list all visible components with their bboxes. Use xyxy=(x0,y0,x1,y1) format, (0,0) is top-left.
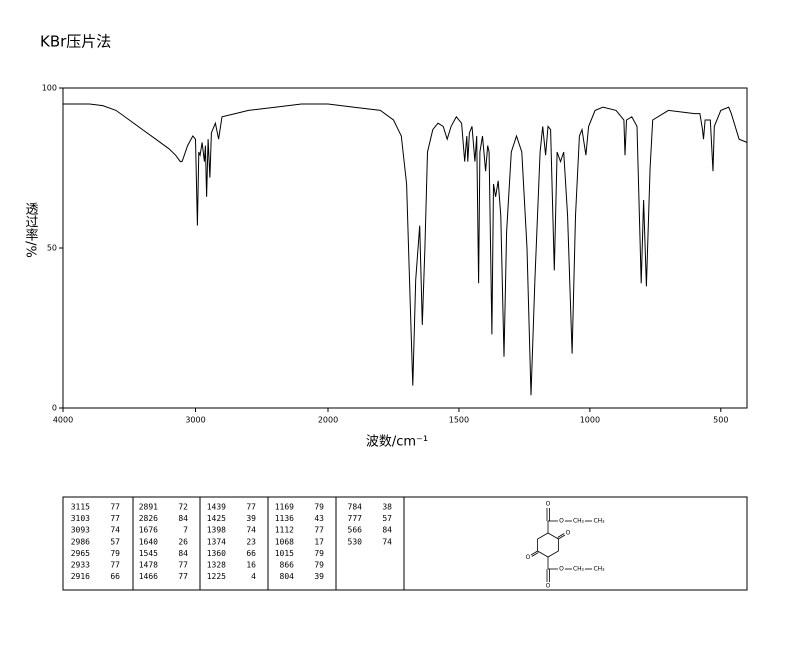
bond xyxy=(531,552,539,557)
table-wavenumber: 2891 xyxy=(139,503,158,512)
structure xyxy=(530,508,592,582)
atom-label: CH₂ xyxy=(573,566,585,573)
peak-table xyxy=(62,496,748,591)
chart-title: KBr压片法 xyxy=(40,33,111,51)
y-tick-label: 50 xyxy=(47,244,57,253)
table-wavenumber: 1169 xyxy=(275,503,294,512)
plot-frame xyxy=(62,87,748,409)
table-wavenumber: 566 xyxy=(348,526,363,535)
table-transmittance: 74 xyxy=(246,526,256,535)
table-transmittance: 7 xyxy=(183,526,188,535)
table-wavenumber: 1640 xyxy=(139,537,158,546)
atom-label: O xyxy=(526,554,531,561)
table-wavenumber: 1015 xyxy=(275,549,294,558)
atom-label: O xyxy=(546,583,551,590)
table-transmittance: 39 xyxy=(246,514,256,523)
table-wavenumber: 1068 xyxy=(275,537,294,546)
table-wavenumber: 1439 xyxy=(207,503,226,512)
table-wavenumber: 2933 xyxy=(71,561,90,570)
x-tick-label: 4000 xyxy=(53,416,73,425)
table-transmittance: 84 xyxy=(382,526,392,535)
table-transmittance: 79 xyxy=(314,503,324,512)
table-transmittance: 84 xyxy=(178,549,188,558)
x-tick-label: 3000 xyxy=(185,416,205,425)
table-wavenumber: 1328 xyxy=(207,561,226,570)
table-transmittance: 77 xyxy=(110,503,120,512)
table-transmittance: 84 xyxy=(178,514,188,523)
table-wavenumber: 1676 xyxy=(139,526,158,535)
table-wavenumber: 2965 xyxy=(71,549,90,558)
table-transmittance: 4 xyxy=(251,572,256,581)
table-transmittance: 77 xyxy=(178,572,188,581)
table-transmittance: 74 xyxy=(110,526,120,535)
table-transmittance: 16 xyxy=(246,561,256,570)
table-wavenumber: 1425 xyxy=(207,514,226,523)
table-transmittance: 77 xyxy=(110,561,120,570)
table-transmittance: 39 xyxy=(314,572,324,581)
table-wavenumber: 2986 xyxy=(71,537,90,546)
atom-label: CH₃ xyxy=(593,566,605,573)
atom-label: O xyxy=(566,530,571,537)
table-transmittance: 57 xyxy=(110,537,120,546)
table-wavenumber: 3103 xyxy=(71,514,90,523)
table-wavenumber: 2916 xyxy=(71,572,90,581)
table-transmittance: 66 xyxy=(110,572,120,581)
atom-label: O xyxy=(559,566,564,573)
table-transmittance: 66 xyxy=(246,549,256,558)
table-transmittance: 79 xyxy=(314,549,324,558)
table-transmittance: 77 xyxy=(110,514,120,523)
table-wavenumber: 1398 xyxy=(207,526,226,535)
atom-label: O xyxy=(546,501,551,508)
table-transmittance: 57 xyxy=(382,514,392,523)
atom-label: CH₂ xyxy=(573,518,585,525)
x-tick-label: 1000 xyxy=(580,416,600,425)
spectrum xyxy=(63,103,748,396)
table-transmittance: 72 xyxy=(178,503,188,512)
table-transmittance: 38 xyxy=(382,503,392,512)
table-wavenumber: 1545 xyxy=(139,549,158,558)
table-wavenumber: 3115 xyxy=(71,503,90,512)
x-tick-label: 500 xyxy=(713,416,728,425)
table-wavenumber: 1478 xyxy=(139,561,158,570)
table-wavenumber: 530 xyxy=(348,537,363,546)
table-transmittance: 26 xyxy=(178,537,188,546)
y-tick-label: 100 xyxy=(42,84,57,93)
table-wavenumber: 784 xyxy=(348,503,363,512)
table-wavenumber: 1466 xyxy=(139,572,158,581)
x-tick-label: 1500 xyxy=(449,416,469,425)
table-wavenumber: 3093 xyxy=(71,526,90,535)
bond xyxy=(558,534,566,540)
table-wavenumber: 1360 xyxy=(207,549,226,558)
bond xyxy=(557,533,565,538)
ring xyxy=(537,532,559,558)
table-transmittance: 77 xyxy=(314,526,324,535)
table-wavenumber: 2826 xyxy=(139,514,158,523)
table-wavenumber: 777 xyxy=(348,514,363,523)
table-wavenumber: 1112 xyxy=(275,526,294,535)
table-transmittance: 43 xyxy=(314,514,324,523)
table-frame xyxy=(62,496,748,591)
x-axis-label: 波数/cm⁻¹ xyxy=(366,435,428,450)
table-transmittance: 74 xyxy=(382,537,392,546)
table-transmittance: 23 xyxy=(246,537,256,546)
table-wavenumber: 1374 xyxy=(207,537,226,546)
table-transmittance: 77 xyxy=(178,561,188,570)
table-wavenumber: 1136 xyxy=(275,514,294,523)
y-axis-label: 透过率/% xyxy=(23,202,39,258)
table-wavenumber: 804 xyxy=(280,572,295,581)
atom-label: O xyxy=(559,518,564,525)
x-tick-label: 2000 xyxy=(318,416,338,425)
bond xyxy=(530,550,538,556)
y-tick-label: 0 xyxy=(52,404,57,413)
table-transmittance: 79 xyxy=(314,561,324,570)
atom-label: CH₃ xyxy=(593,518,605,525)
table-wavenumber: 1225 xyxy=(207,572,226,581)
table-wavenumber: 866 xyxy=(280,561,295,570)
table-transmittance: 79 xyxy=(110,549,120,558)
table-transmittance: 17 xyxy=(314,537,324,546)
table-transmittance: 77 xyxy=(246,503,256,512)
